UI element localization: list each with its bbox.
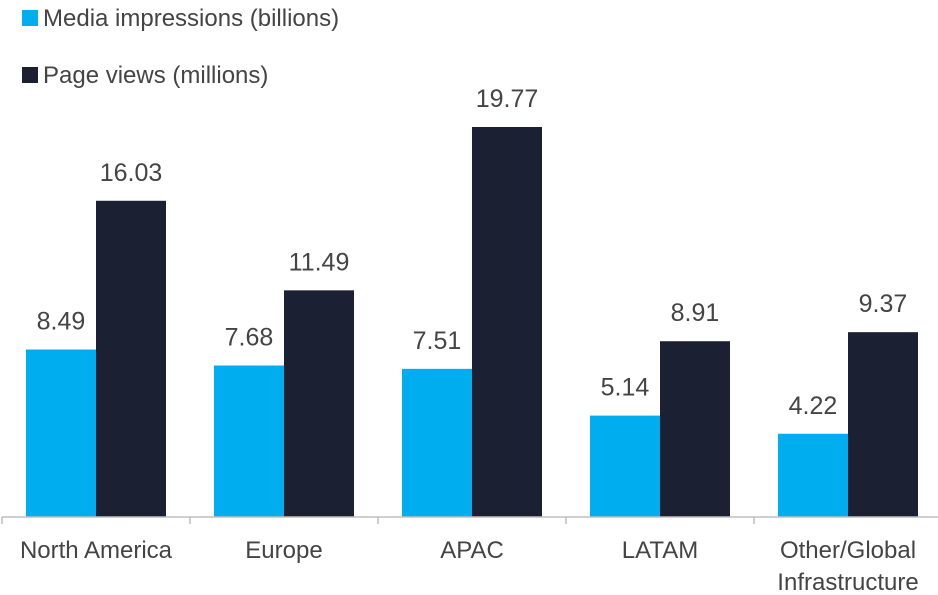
legend-label-media-impressions: Media impressions (billions) xyxy=(43,5,339,32)
data-label-media-impressions-north-america: 8.49 xyxy=(37,308,86,336)
x-axis-labels: North America Europe APAC LATAM Other/Global… xyxy=(20,537,919,595)
data-label-page-views-latam: 8.91 xyxy=(671,299,720,327)
category-label-europe: Europe xyxy=(245,537,322,564)
data-label-page-views-other-global-infrastructure: 9.37 xyxy=(859,290,908,318)
legend-label-page-views: Page views (millions) xyxy=(43,62,268,89)
bar-media-impressions-latam xyxy=(590,415,660,517)
data-label-page-views-north-america: 16.03 xyxy=(100,159,163,187)
data-label-media-impressions-other-global-infrastructure: 4.22 xyxy=(789,392,838,420)
data-label-page-views-apac: 19.77 xyxy=(476,85,539,113)
legend-swatch-page-views xyxy=(22,67,38,83)
data-label-page-views-europe: 11.49 xyxy=(289,248,350,276)
x-axis xyxy=(1,516,938,524)
bar-media-impressions-other-global-infrastructure xyxy=(778,433,848,517)
bar-page-views-other-global-infrastructure xyxy=(848,332,918,517)
bar-media-impressions-apac xyxy=(402,368,472,517)
bar-page-views-latam xyxy=(660,341,730,517)
bar-media-impressions-europe xyxy=(214,365,284,517)
legend-swatch-media-impressions xyxy=(22,10,38,26)
category-label-other-global-infrastructure: Other/Global Infrastructure xyxy=(777,537,918,595)
legend-item-media-impressions: Media impressions (billions) xyxy=(22,5,339,32)
bar-media-impressions-north-america xyxy=(26,349,96,517)
legend-item-page-views: Page views (millions) xyxy=(22,62,268,89)
data-label-media-impressions-europe: 7.68 xyxy=(225,323,274,351)
plot-area: 8.49 16.03 7.68 11.49 7.51 19.77 5.14 8.91 4.22 9… xyxy=(26,85,918,518)
category-label-apac: APAC xyxy=(440,537,504,564)
bar-page-views-europe xyxy=(284,290,354,517)
category-label-north-america: North America xyxy=(20,537,173,564)
legend: Media impressions (billions) Page views … xyxy=(22,5,339,89)
data-label-media-impressions-latam: 5.14 xyxy=(601,374,650,402)
bar-page-views-apac xyxy=(472,127,542,517)
data-label-media-impressions-apac: 7.51 xyxy=(413,327,462,355)
category-label-latam: LATAM xyxy=(622,537,698,564)
bar-page-views-north-america xyxy=(96,200,166,518)
